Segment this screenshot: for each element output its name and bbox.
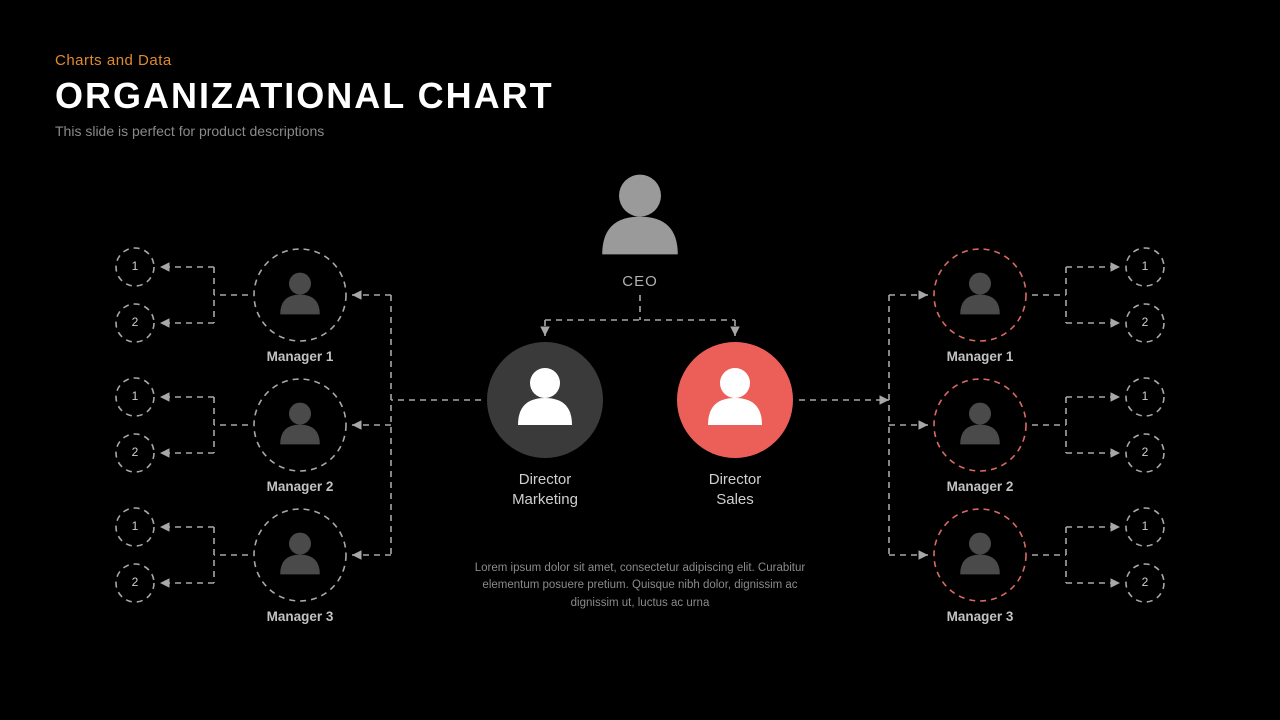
left-manager-2-label: Manager 2 [240,479,360,494]
right-m1-sub-2: 2 [1130,315,1160,329]
left-m1-sub-1: 1 [120,259,150,273]
description-text: Lorem ipsum dolor sit amet, consectetur … [470,560,810,612]
director-sales-label: DirectorSales [675,470,795,509]
left-manager-3-label: Manager 3 [240,609,360,624]
right-m2-sub-2: 2 [1130,445,1160,459]
left-m2-sub-2: 2 [120,445,150,459]
ceo-label: CEO [600,273,680,290]
right-manager-2-label: Manager 2 [920,479,1040,494]
left-m1-sub-2: 2 [120,315,150,329]
page-subtitle: This slide is perfect for product descri… [55,123,554,139]
header-block: Charts and Data ORGANIZATIONAL CHART Thi… [55,52,554,139]
right-manager-1-label: Manager 1 [920,349,1040,364]
right-manager-3-label: Manager 3 [920,609,1040,624]
director-marketing-label: DirectorMarketing [485,470,605,509]
eyebrow-text: Charts and Data [55,52,554,69]
left-m3-sub-1: 1 [120,519,150,533]
right-m2-sub-1: 1 [1130,389,1160,403]
left-m3-sub-2: 2 [120,575,150,589]
right-m3-sub-2: 2 [1130,575,1160,589]
right-m1-sub-1: 1 [1130,259,1160,273]
left-m2-sub-1: 1 [120,389,150,403]
page-title: ORGANIZATIONAL CHART [55,75,554,117]
right-m3-sub-1: 1 [1130,519,1160,533]
left-manager-1-label: Manager 1 [240,349,360,364]
